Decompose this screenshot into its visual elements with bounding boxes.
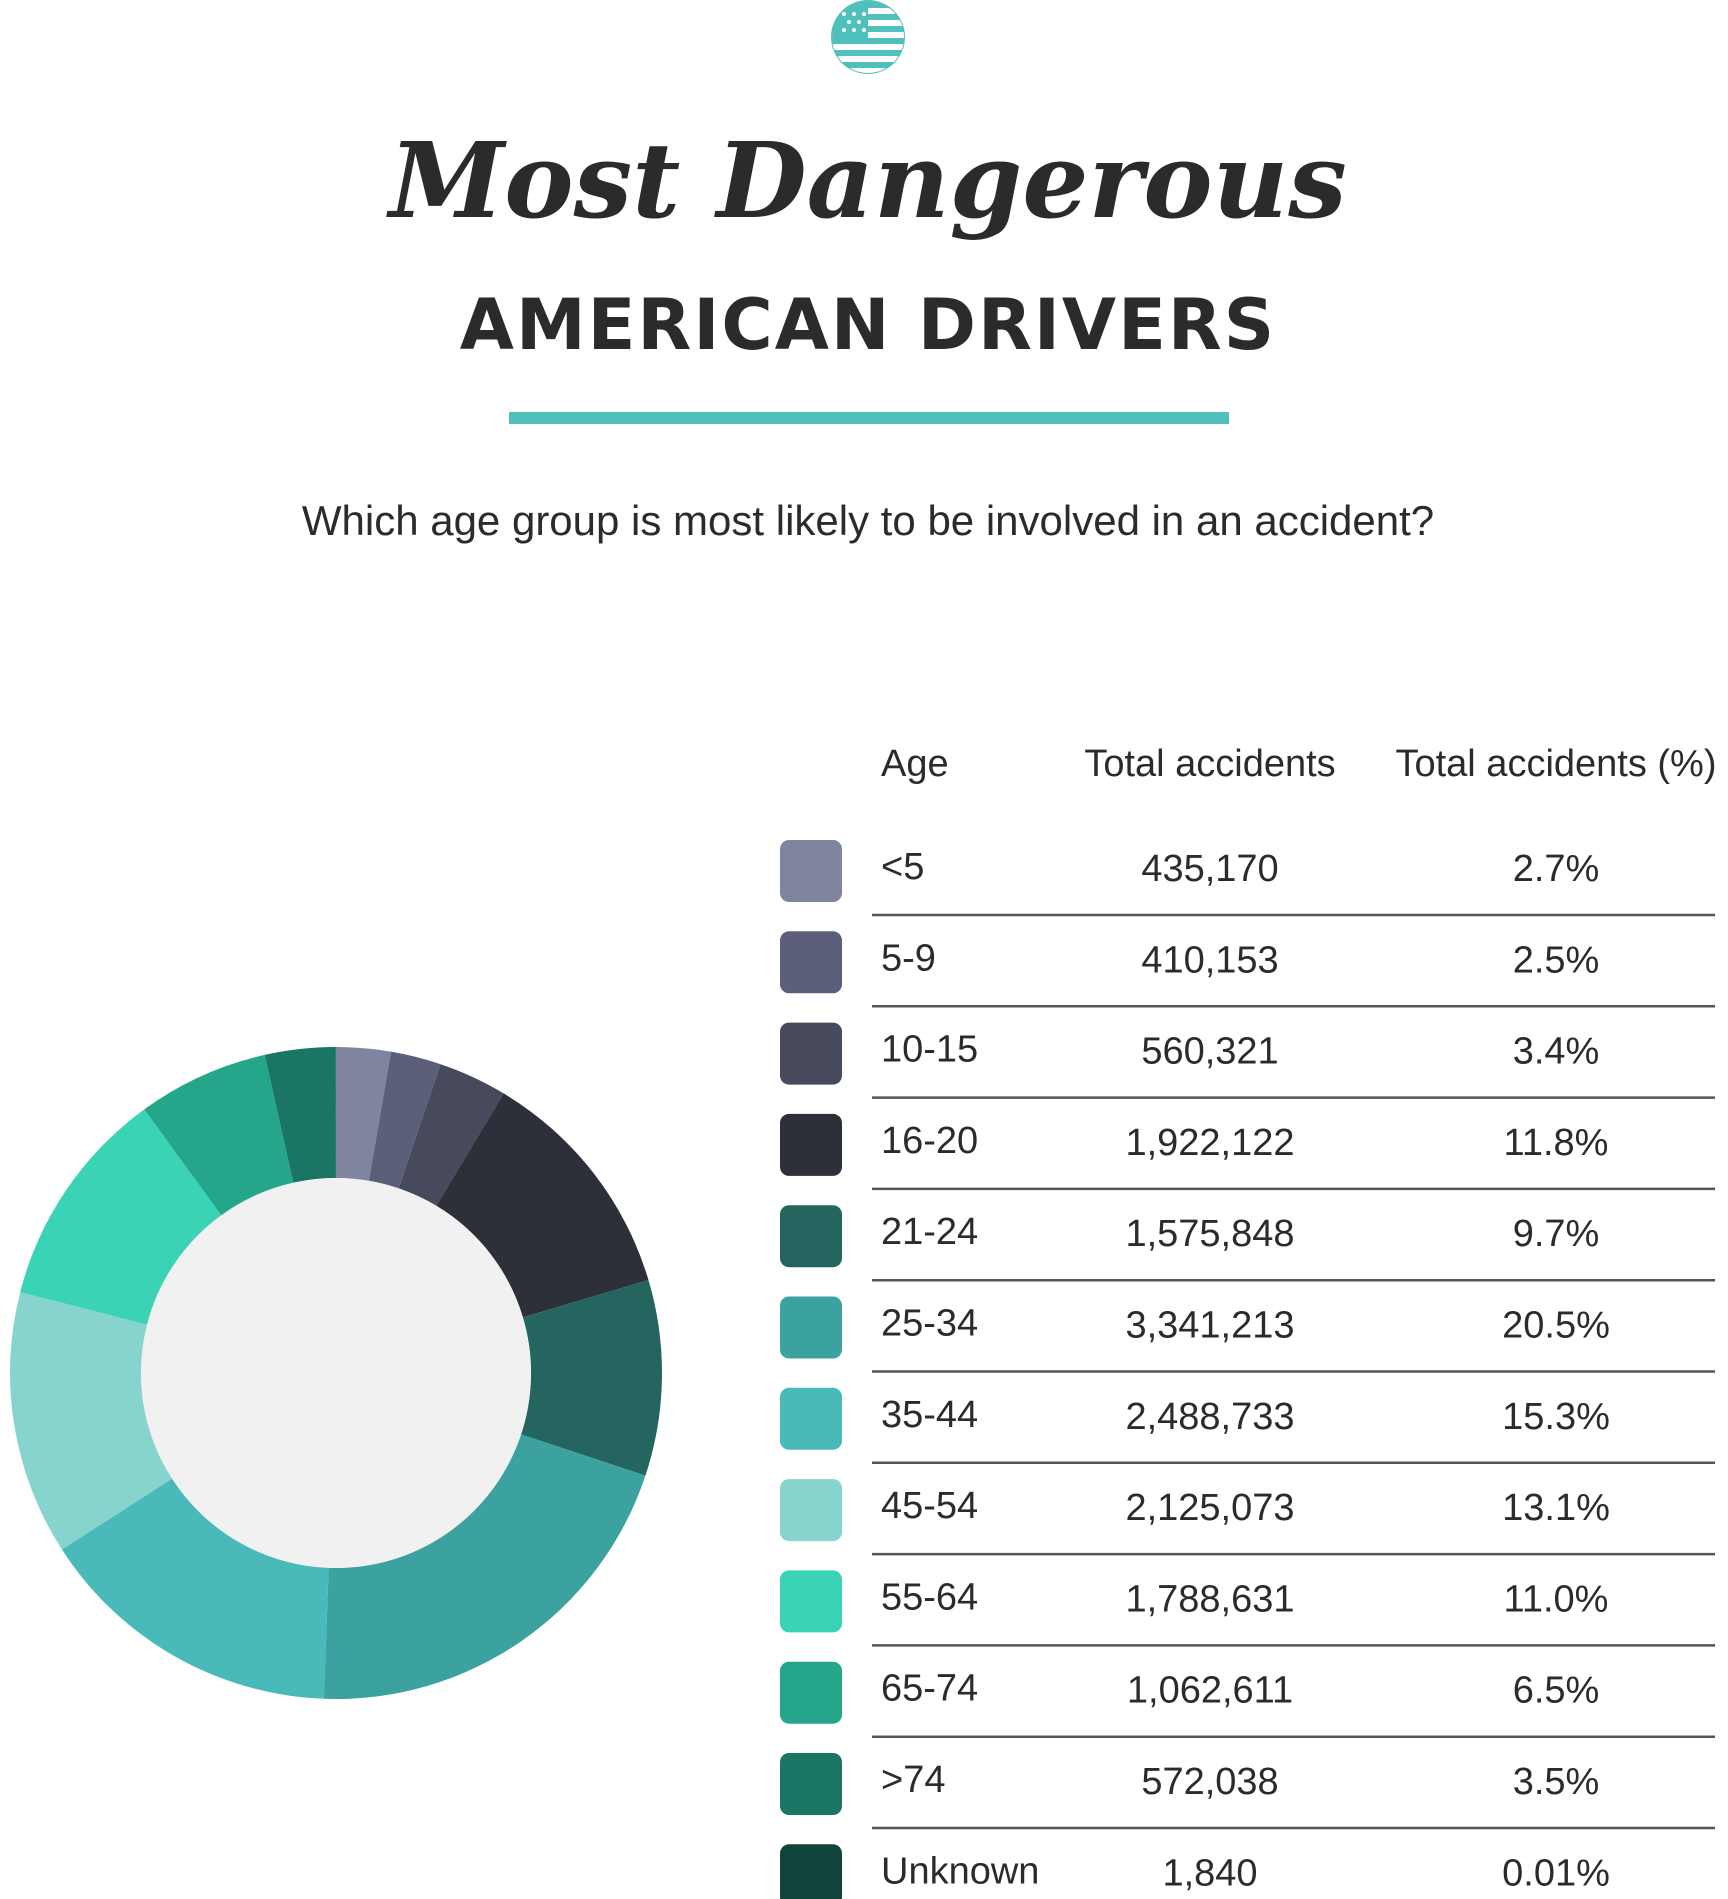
percent-label: 13.1% [1502, 1487, 1610, 1529]
legend-swatch [780, 1113, 842, 1176]
legend-swatch [780, 1661, 842, 1724]
divider [509, 412, 1229, 424]
total-accidents: 572,038 [1141, 1761, 1278, 1803]
legend-swatch [780, 840, 842, 902]
legend-swatch [780, 1022, 842, 1085]
legend-swatch [780, 1570, 842, 1633]
percent-label: 2.7% [1513, 848, 1600, 890]
column-header: Total accidents (%) [1395, 743, 1716, 785]
donut-slice [398, 1064, 504, 1206]
total-accidents: 2,125,073 [1125, 1487, 1294, 1529]
age-label: 5-9 [881, 937, 936, 979]
chart-title: Most Dangerous [386, 119, 1347, 242]
legend-swatch [780, 1205, 842, 1268]
column-header: Age [881, 743, 949, 785]
donut-slice [20, 1109, 222, 1325]
column-header: Total accidents [1084, 743, 1335, 785]
percent-label: 20.5% [1502, 1305, 1610, 1347]
percent-label: 9.7% [1513, 1213, 1600, 1255]
age-label: 16-20 [881, 1120, 978, 1162]
total-accidents: 1,062,611 [1127, 1670, 1293, 1712]
chart-subtitle: AMERICAN DRIVERS [460, 284, 1276, 366]
total-accidents: 1,788,631 [1125, 1578, 1294, 1620]
legend-swatch [780, 1387, 842, 1450]
legend-swatch [780, 1479, 842, 1542]
percent-label: 6.5% [1513, 1670, 1600, 1712]
total-accidents: 410,153 [1141, 939, 1278, 981]
donut-slice [10, 1292, 173, 1550]
question: Which age group is most likely to be inv… [302, 497, 1434, 544]
legend-swatch [780, 1296, 842, 1359]
flag-icon [831, 0, 905, 74]
age-label: >74 [881, 1759, 945, 1801]
age-label: <5 [881, 846, 924, 888]
age-label: Unknown [881, 1850, 1039, 1892]
total-accidents: 1,840 [1162, 1852, 1257, 1894]
donut-slice [144, 1054, 294, 1216]
age-label: 10-15 [881, 1029, 978, 1071]
percent-label: 11.0% [1504, 1578, 1609, 1620]
legend-swatch [780, 1844, 842, 1899]
donut-slice [368, 1051, 441, 1189]
age-label: 21-24 [881, 1211, 978, 1253]
total-accidents: 435,170 [1141, 848, 1278, 890]
total-accidents: 2,488,733 [1125, 1396, 1294, 1438]
donut-slice [323, 1434, 646, 1700]
donut-slice [336, 1047, 392, 1181]
legend-swatch [780, 931, 842, 994]
age-label: 25-34 [881, 1303, 978, 1345]
percent-label: 3.4% [1513, 1031, 1600, 1073]
donut-slice [61, 1478, 329, 1699]
donut-slice [521, 1280, 663, 1476]
donut-hole [141, 1178, 531, 1568]
age-label: 35-44 [881, 1394, 978, 1436]
donut-slice [264, 1047, 336, 1183]
legend-swatch [780, 1753, 842, 1815]
percent-label: 15.3% [1502, 1396, 1610, 1438]
total-accidents: 560,321 [1141, 1031, 1278, 1073]
total-accidents: 3,341,213 [1125, 1305, 1294, 1347]
donut-slice [436, 1093, 649, 1318]
age-label: 45-54 [881, 1485, 978, 1527]
total-accidents: 1,575,848 [1125, 1213, 1294, 1255]
total-accidents: 1,922,122 [1125, 1122, 1294, 1164]
age-label: 65-74 [881, 1668, 978, 1710]
age-label: 55-64 [881, 1576, 978, 1618]
percent-label: 2.5% [1513, 939, 1600, 981]
percent-label: 11.8% [1504, 1122, 1609, 1164]
percent-label: 3.5% [1513, 1761, 1600, 1803]
percent-label: 0.01% [1502, 1852, 1610, 1894]
